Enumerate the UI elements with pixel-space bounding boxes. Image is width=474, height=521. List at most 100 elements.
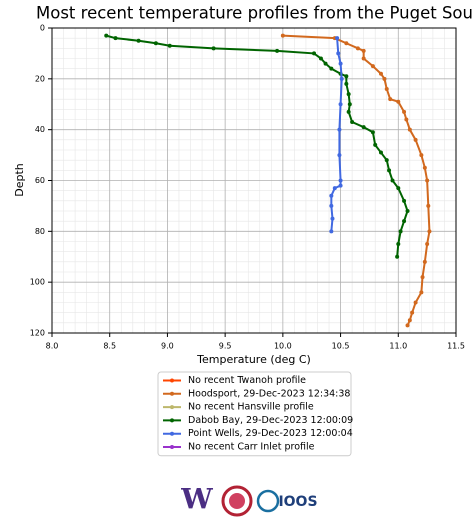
x-tick-label: 8.5 xyxy=(103,342,116,351)
profile-point xyxy=(370,130,375,135)
legend-swatch-marker xyxy=(170,378,174,383)
profile-point xyxy=(167,43,172,48)
x-tick-label: 9.5 xyxy=(219,342,232,351)
x-tick-label: 10.0 xyxy=(274,342,292,351)
y-tick-label: 100 xyxy=(30,278,45,287)
profile-point xyxy=(384,158,389,163)
ioos-logo-ring xyxy=(256,489,280,513)
profile-point xyxy=(395,254,400,259)
profile-point xyxy=(337,153,342,158)
profile-point xyxy=(419,290,424,295)
profile-line xyxy=(105,34,409,257)
profile-point xyxy=(338,61,343,66)
profile-point xyxy=(373,142,378,147)
profile-point xyxy=(413,137,418,142)
profile-point xyxy=(407,318,412,323)
legend-swatch-marker xyxy=(170,391,174,396)
legend-swatch-marker xyxy=(170,445,174,449)
profile-point xyxy=(387,168,392,173)
profile-point xyxy=(396,99,401,104)
profile-point xyxy=(402,109,407,114)
profile-point xyxy=(378,71,383,76)
x-tick-label: 11.5 xyxy=(447,342,465,351)
profile-point xyxy=(344,74,349,79)
profile-point xyxy=(361,125,366,130)
profile-point xyxy=(329,66,334,71)
profile-point xyxy=(361,56,366,61)
y-tick-label: 40 xyxy=(35,125,45,134)
profile-point xyxy=(344,81,349,86)
profile-point xyxy=(329,193,334,198)
profile-point xyxy=(420,275,425,280)
legend-text: No recent Twanoh profile xyxy=(188,375,306,386)
profile-point xyxy=(410,310,415,315)
legend-box xyxy=(157,371,352,457)
profile-point xyxy=(338,183,343,188)
profile-point xyxy=(355,46,360,51)
legend-swatch-marker xyxy=(170,431,174,436)
profile-point xyxy=(338,178,343,183)
profile-point xyxy=(350,120,355,125)
x-tick-label: 9.0 xyxy=(161,342,174,351)
profile-point xyxy=(396,242,401,247)
profile-point xyxy=(413,300,418,305)
profile-point xyxy=(104,33,109,38)
profile-point xyxy=(422,259,427,264)
profile-point xyxy=(344,41,349,46)
plot-frame xyxy=(51,27,457,334)
profile-point xyxy=(425,242,430,247)
profile-point xyxy=(361,48,366,53)
y-axis-label: Depth xyxy=(13,163,26,197)
profile-point xyxy=(404,117,409,122)
legend-text: No recent Carr Inlet profile xyxy=(188,442,315,453)
profile-point xyxy=(402,198,407,203)
profile-point xyxy=(329,203,334,208)
profile-point xyxy=(280,33,285,38)
profile-point xyxy=(422,165,427,170)
y-tick-label: 20 xyxy=(35,74,45,83)
profile-point xyxy=(427,229,432,234)
profile-point xyxy=(346,109,351,114)
legend-text: Hoodsport, 29-Dec-2023 12:34:38 xyxy=(188,388,350,399)
profile-point xyxy=(382,76,387,81)
y-tick-label: 60 xyxy=(35,176,45,185)
profile-point xyxy=(153,41,158,46)
profile-point xyxy=(337,127,342,132)
profile-point xyxy=(388,97,393,102)
profile-point xyxy=(384,87,389,91)
profile-point xyxy=(318,56,323,61)
profile-point xyxy=(426,203,431,208)
x-tick-label: 11.0 xyxy=(389,342,407,351)
profile-point xyxy=(332,186,337,191)
profile-point xyxy=(335,36,340,41)
y-tick-label: 0 xyxy=(40,24,45,33)
profile-point xyxy=(398,229,403,234)
y-tick-label: 80 xyxy=(35,227,45,236)
chart-title: Most recent temperature profiles from th… xyxy=(36,4,474,23)
ioos-logo: IOOS xyxy=(278,494,317,510)
profile-point xyxy=(396,186,401,191)
x-axis-label: Temperature (deg C) xyxy=(196,353,311,366)
uw-logo: W xyxy=(180,483,213,516)
profile-point xyxy=(425,178,430,183)
profile-point xyxy=(330,216,335,221)
profile-point xyxy=(347,102,352,107)
profile-point xyxy=(346,92,351,97)
x-tick-label: 8.0 xyxy=(46,342,59,351)
profile-point xyxy=(275,48,280,53)
footer-logos: W IOOS xyxy=(180,483,318,517)
legend-swatch-marker xyxy=(170,418,174,423)
profile-point xyxy=(113,36,118,41)
legend-swatch-marker xyxy=(170,405,174,410)
legend-text: Dabob Bay, 29-Dec-2023 12:00:09 xyxy=(188,415,353,426)
profile-point xyxy=(378,150,383,155)
profile-point xyxy=(405,209,410,213)
x-tick-label: 10.5 xyxy=(332,342,350,351)
profile-point xyxy=(211,46,216,51)
legend-text: No recent Hansville profile xyxy=(188,402,314,413)
profile-point xyxy=(402,219,407,224)
profile-point xyxy=(419,153,424,158)
seal-logo-center xyxy=(229,493,245,509)
profile-point xyxy=(329,229,334,234)
